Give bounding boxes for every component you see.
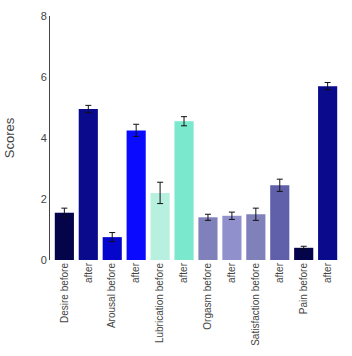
svg-text:after: after [178,262,189,283]
svg-text:0: 0 [41,254,47,266]
svg-text:after: after [130,262,141,283]
svg-text:6: 6 [41,71,47,83]
svg-text:4: 4 [41,132,47,144]
svg-text:Desire before: Desire before [59,263,70,323]
svg-text:8: 8 [41,10,47,22]
svg-text:Pain before: Pain before [298,263,309,315]
svg-text:Arousal before: Arousal before [106,263,117,328]
svg-text:Scores: Scores [2,117,17,158]
svg-text:after: after [322,262,333,283]
svg-text:after: after [83,262,94,283]
svg-text:Lubrication before: Lubrication before [154,263,165,343]
svg-text:after: after [274,262,285,283]
svg-text:2: 2 [41,193,47,205]
svg-text:Orgasm before: Orgasm before [202,263,213,330]
svg-text:after: after [226,262,237,283]
svg-text:Satisfaction before: Satisfaction before [250,263,261,346]
